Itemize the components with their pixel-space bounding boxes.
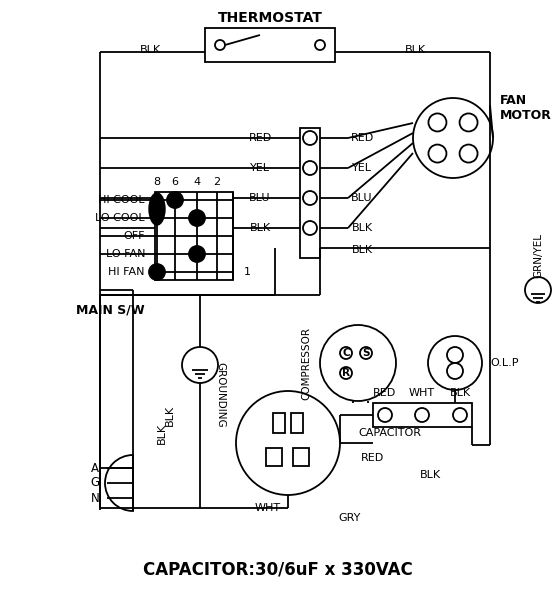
Circle shape [303,131,317,145]
Text: RED: RED [361,453,384,463]
Circle shape [149,264,165,280]
Text: YEL: YEL [352,163,372,173]
Circle shape [340,367,352,379]
Bar [273,413,285,433]
Circle shape [360,347,372,359]
Text: COMPRESSOR: COMPRESSOR [301,326,311,399]
Text: O.L.P: O.L.P [490,358,519,368]
Circle shape [460,145,477,163]
Text: C: C [342,348,350,358]
Text: BLK: BLK [404,45,426,55]
Circle shape [415,408,429,422]
Text: G: G [90,477,100,490]
Circle shape [460,113,477,132]
Circle shape [413,98,493,178]
Text: 1: 1 [243,267,251,277]
Text: 6: 6 [172,177,178,187]
Circle shape [428,336,482,390]
Text: OFF: OFF [124,231,145,241]
Circle shape [167,192,183,208]
Bar [291,413,303,433]
Circle shape [320,325,396,401]
Bar [155,192,233,280]
Text: BLK: BLK [449,388,471,398]
Ellipse shape [149,193,165,225]
Text: LO COOL: LO COOL [95,213,145,223]
Text: 8: 8 [153,177,160,187]
Bar [293,448,309,466]
Bar [205,28,335,62]
Text: BLK: BLK [351,245,373,255]
Text: GRN/YEL: GRN/YEL [533,232,543,277]
Circle shape [303,191,317,205]
Circle shape [447,347,463,363]
Circle shape [315,40,325,50]
Bar [266,448,282,466]
Text: GRY: GRY [339,513,361,523]
Text: YEL: YEL [250,163,270,173]
Circle shape [215,40,225,50]
Text: R: R [342,368,350,378]
Circle shape [428,113,447,132]
Text: BLK: BLK [250,223,271,233]
Text: S: S [362,348,370,358]
Text: MAIN S/W: MAIN S/W [76,303,145,316]
Text: A: A [91,461,99,474]
Text: HI FAN: HI FAN [109,267,145,277]
Circle shape [189,210,205,226]
Bar [300,128,320,258]
Circle shape [340,347,352,359]
Text: RED: RED [248,133,272,143]
Text: BLK: BLK [165,404,175,425]
Circle shape [189,246,205,262]
Text: 4: 4 [193,177,201,187]
Circle shape [447,363,463,379]
Circle shape [236,391,340,495]
Text: 2: 2 [213,177,221,187]
Text: CAPACITOR:30/6uF x 330VAC: CAPACITOR:30/6uF x 330VAC [143,561,413,579]
Text: BLK: BLK [419,470,441,480]
Text: WHT: WHT [255,503,281,513]
Circle shape [303,221,317,235]
Text: FAN
MOTOR: FAN MOTOR [500,94,552,122]
Circle shape [525,277,551,303]
Bar [373,403,472,427]
Circle shape [182,347,218,383]
Text: GROUNDING: GROUNDING [215,362,225,428]
Text: N: N [91,491,99,504]
Text: LO FAN: LO FAN [105,249,145,259]
Circle shape [428,145,447,163]
Text: WHT: WHT [409,388,435,398]
Circle shape [453,408,467,422]
Text: BLU: BLU [249,193,271,203]
Text: BLK: BLK [139,45,160,55]
Text: BLU: BLU [351,193,373,203]
Text: THERMOSTAT: THERMOSTAT [218,11,323,25]
Text: RED: RED [350,133,374,143]
Text: BLK: BLK [157,422,167,444]
Wedge shape [105,455,133,511]
Text: CAPACITOR: CAPACITOR [358,428,421,438]
Text: HI COOL: HI COOL [99,195,145,205]
Text: RED: RED [373,388,397,398]
Circle shape [378,408,392,422]
Text: BLK: BLK [351,223,373,233]
Circle shape [303,161,317,175]
